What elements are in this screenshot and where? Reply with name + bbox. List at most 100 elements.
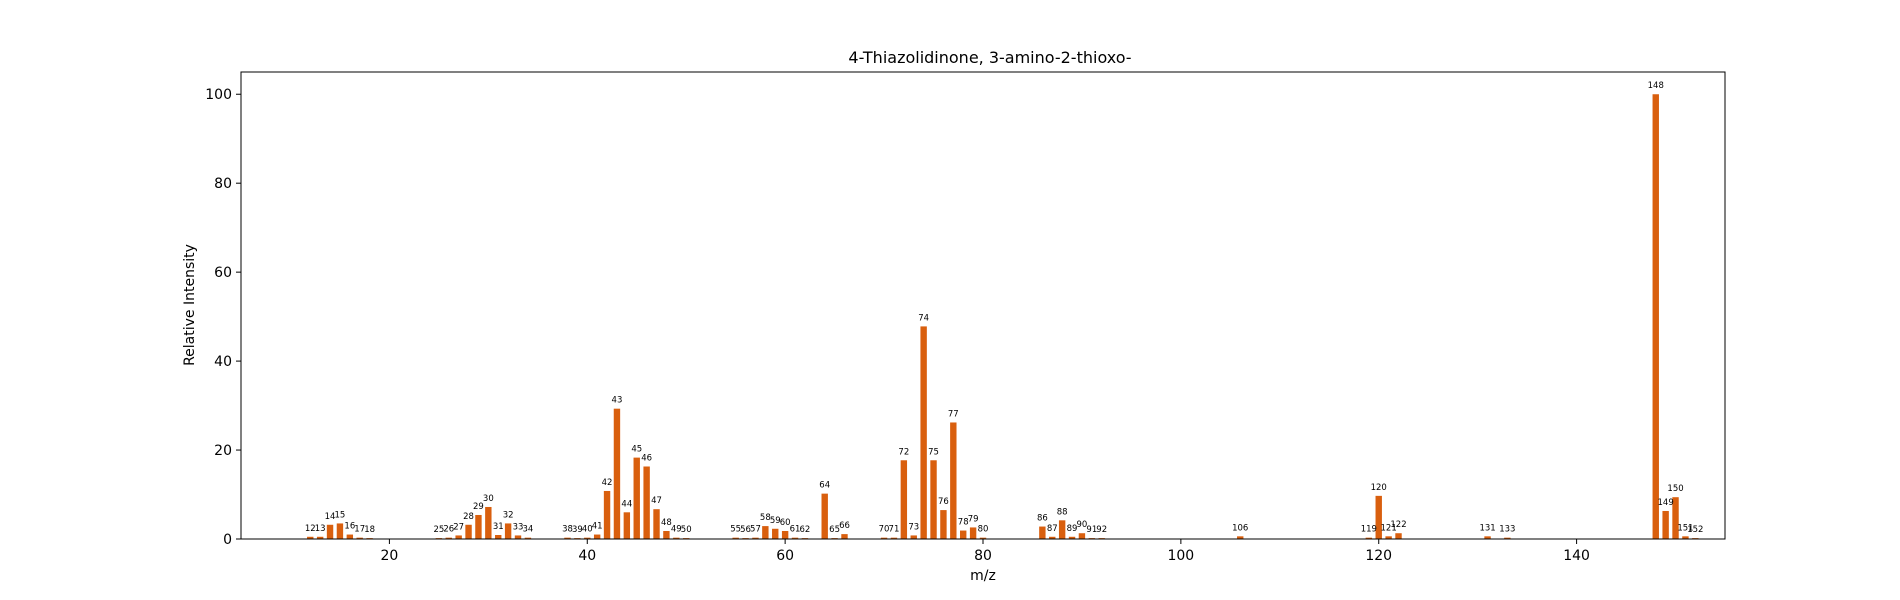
bar-label-mz-40: 40 [582,525,593,535]
bar-label-mz-38: 38 [562,525,573,535]
bar-mz-149 [1662,510,1669,539]
bar-label-mz-121: 121 [1381,523,1397,533]
bar-label-mz-119: 119 [1361,525,1377,535]
bar-label-mz-76: 76 [938,497,949,507]
bar-mz-28 [465,524,472,539]
bar-mz-64 [821,493,828,539]
bar-label-mz-33: 33 [513,522,524,532]
bar-mz-17 [356,537,363,539]
bar-mz-40 [584,537,591,539]
bar-label-mz-45: 45 [631,445,642,455]
bar-label-mz-49: 49 [671,525,682,535]
bar-label-mz-42: 42 [602,478,613,488]
bar-label-mz-151: 151 [1677,523,1693,533]
bar-mz-77 [950,422,957,539]
bar-label-mz-122: 122 [1390,520,1406,530]
bar-label-mz-17: 17 [354,525,365,535]
bar-mz-31 [495,535,502,539]
bar-mz-120 [1375,495,1382,539]
bar-mz-150 [1672,497,1679,539]
bar-mz-15 [336,523,344,539]
bar-label-mz-89: 89 [1067,524,1078,534]
bar-label-mz-25: 25 [433,525,444,535]
bar-label-mz-120: 120 [1371,483,1387,493]
y-tick-label-40: 40 [214,354,232,370]
bar-mz-46 [643,466,650,539]
bar-label-mz-26: 26 [443,525,454,535]
x-tick-label-60: 60 [776,548,794,564]
bar-label-mz-41: 41 [592,522,603,532]
bar-label-mz-71: 71 [889,525,900,535]
bar-mz-58 [762,526,769,539]
bar-label-mz-78: 78 [958,518,969,528]
bar-label-mz-15: 15 [335,510,346,520]
bar-label-mz-34: 34 [522,525,533,535]
bar-label-mz-72: 72 [898,447,909,457]
bar-label-mz-65: 65 [829,525,840,535]
x-tick-label-80: 80 [974,548,992,564]
bar-label-mz-58: 58 [760,513,771,523]
y-axis-label: Relative Intensity [182,244,198,366]
bar-label-mz-55: 55 [730,525,741,535]
bar-mz-16 [346,534,354,539]
bar-mz-32 [504,523,512,539]
bar-mz-66 [841,534,848,539]
bar-label-mz-27: 27 [453,522,464,532]
bar-label-mz-12: 12 [305,524,316,534]
bar-label-mz-90: 90 [1077,520,1088,530]
bar-mz-14 [326,524,334,539]
bar-mz-74 [920,326,927,539]
bar-mz-106 [1237,536,1244,539]
bar-mz-86 [1039,526,1046,539]
bar-label-mz-75: 75 [928,447,939,457]
bar-mz-47 [653,509,660,539]
bar-label-mz-86: 86 [1037,514,1048,524]
bar-label-mz-92: 92 [1096,525,1107,535]
bar-mz-133 [1504,537,1511,539]
bar-label-mz-18: 18 [364,525,375,535]
y-tick-label-100: 100 [205,87,232,103]
bar-mz-89 [1068,536,1076,539]
bar-mz-57 [752,537,759,539]
bar-label-mz-74: 74 [918,313,929,323]
bar-label-mz-64: 64 [819,481,830,491]
bar-mz-49 [673,537,680,539]
bar-mz-131 [1484,536,1491,539]
bar-label-mz-47: 47 [651,496,662,506]
y-tick-label-20: 20 [214,443,232,459]
bar-mz-43 [613,408,621,539]
bar-mz-48 [663,530,670,539]
bar-mz-79 [969,527,977,539]
bar-label-mz-88: 88 [1057,507,1068,517]
bar-mz-60 [781,530,789,539]
x-tick-label-140: 140 [1563,548,1590,564]
bar-mz-13 [316,536,324,539]
bar-label-mz-44: 44 [621,499,632,509]
bar-label-mz-150: 150 [1667,484,1683,494]
bar-label-mz-79: 79 [968,514,979,524]
bar-label-mz-60: 60 [780,518,791,528]
bar-mz-119 [1365,537,1373,539]
bar-label-mz-131: 131 [1479,523,1495,533]
bar-label-mz-87: 87 [1047,524,1058,534]
y-tick-label-60: 60 [214,265,232,281]
bar-label-mz-46: 46 [641,454,652,464]
bar-mz-72 [900,460,908,539]
x-axis: 20 40 60 80 100 120 140 [380,539,1590,564]
bar-label-mz-48: 48 [661,518,672,528]
bar-label-mz-13: 13 [315,524,326,534]
bar-label-mz-29: 29 [473,502,484,512]
bar-mz-59 [772,528,779,539]
bar-label-mz-14: 14 [325,512,336,522]
bar-mz-75 [930,460,937,539]
bar-label-mz-133: 133 [1499,525,1515,535]
chart-title: 4-Thiazolidinone, 3-amino-2-thioxo- [848,48,1131,67]
bar-label-mz-43: 43 [612,396,623,406]
bar-label-mz-91: 91 [1086,525,1097,535]
x-tick-label-120: 120 [1365,548,1392,564]
bar-mz-151 [1682,536,1689,539]
bar-label-mz-56: 56 [740,525,751,535]
bar-label-mz-77: 77 [948,409,959,419]
